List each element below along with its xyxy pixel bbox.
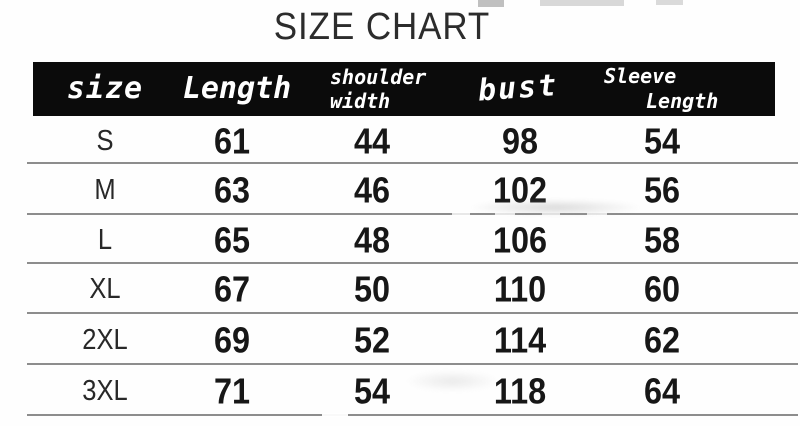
sleeve-length-value: 58: [643, 219, 681, 261]
length-value: 63: [213, 169, 251, 211]
table-row: L 65 48 106 58: [0, 214, 800, 263]
shoulder-width-value: 52: [353, 319, 391, 361]
sleeve-length-value: 60: [643, 268, 681, 310]
shoulder-width-value: 48: [353, 219, 391, 261]
row-divider: [27, 363, 798, 365]
row-divider: [27, 262, 798, 264]
table-row: M 63 46 102 56: [0, 163, 800, 214]
sleeve-length-value: 62: [643, 319, 681, 361]
table-header-bar: size Length shoulder width bust Sleeve Len…: [33, 62, 775, 116]
size-label: 3XL: [82, 374, 128, 407]
size-label: L: [97, 223, 113, 256]
length-value: 67: [213, 268, 251, 310]
watermark-smudge: [405, 370, 500, 392]
sleeve-length-value: 54: [643, 120, 681, 162]
divider-fade: [587, 212, 607, 216]
sleeve-length-value: 64: [643, 370, 681, 412]
column-header-bust: bust: [476, 68, 560, 109]
column-header-sleeve-line2: Length: [646, 89, 719, 113]
shoulder-width-value: 46: [353, 169, 391, 211]
page-title: SIZE CHART: [273, 6, 491, 48]
divider-fade: [452, 212, 470, 216]
shoulder-width-value: 54: [353, 370, 391, 412]
divider-fade: [495, 212, 515, 216]
column-header-sleeve-length: Sleeve Length: [598, 64, 748, 114]
row-divider: [27, 212, 798, 216]
length-value: 69: [213, 319, 251, 361]
top-crop-artifact: [478, 0, 504, 7]
sleeve-length-value: 56: [643, 169, 681, 211]
bust-value: 110: [493, 268, 547, 310]
column-header-size: size: [66, 70, 144, 106]
shoulder-width-value: 50: [353, 268, 391, 310]
divider-fade: [542, 212, 560, 216]
length-value: 65: [213, 219, 251, 261]
watermark-smudge: [468, 199, 643, 216]
column-header-length: Length: [182, 70, 292, 106]
top-crop-artifact: [540, 0, 624, 6]
length-value: 61: [213, 120, 251, 162]
row-divider: [27, 413, 798, 417]
bust-value: 114: [493, 319, 547, 361]
column-header-shoulder-width: shoulder width: [330, 65, 450, 113]
top-crop-artifact: [656, 0, 683, 5]
size-label: S: [96, 124, 114, 157]
column-header-shoulder-line2: width: [330, 89, 391, 113]
table-row: S 61 44 98 54: [0, 116, 800, 163]
column-header-sleeve-line1: Sleeve: [604, 64, 677, 88]
size-label: XL: [89, 272, 121, 305]
table-row: 2XL 69 52 114 62: [0, 313, 800, 364]
size-label: 2XL: [82, 323, 128, 356]
size-label: M: [94, 173, 116, 206]
shoulder-width-value: 44: [353, 120, 391, 162]
bust-value: 98: [501, 120, 539, 162]
table-row: 3XL 71 54 118 64: [0, 364, 800, 415]
bust-value: 118: [493, 370, 547, 412]
table-row: XL 67 50 110 60: [0, 263, 800, 313]
bust-value: 106: [492, 219, 548, 261]
row-divider: [27, 312, 798, 314]
bust-value: 102: [492, 169, 548, 211]
column-header-shoulder-line1: shoulder: [330, 65, 427, 89]
divider-fade: [322, 413, 348, 417]
row-divider: [27, 162, 798, 164]
length-value: 71: [213, 370, 251, 412]
